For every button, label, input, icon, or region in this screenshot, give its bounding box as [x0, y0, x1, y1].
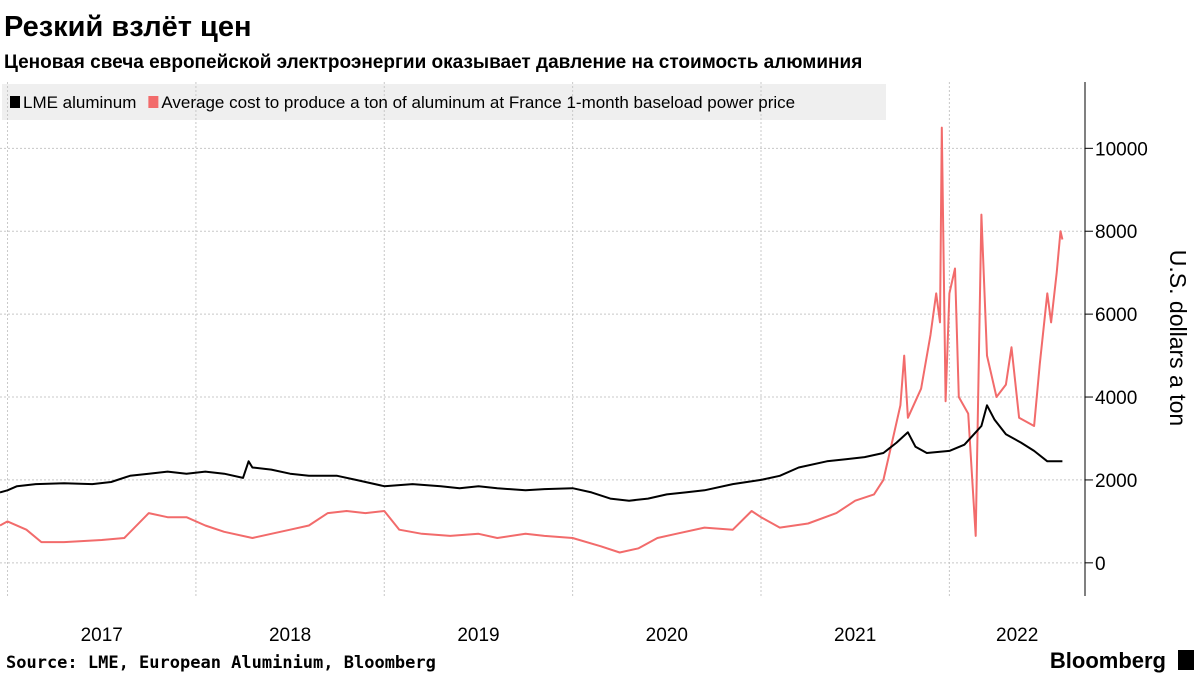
legend-label: Average cost to produce a ton of aluminu… — [161, 93, 795, 112]
legend-label: LME aluminum — [23, 93, 136, 112]
y-tick-label: 10000 — [1095, 139, 1148, 160]
x-tick-label: 2021 — [834, 625, 876, 646]
source: Source: LME, European Aluminium, Bloombe… — [6, 653, 436, 673]
x-tick-label: 2018 — [269, 625, 311, 646]
y-tick-label: 6000 — [1095, 305, 1137, 326]
chart-title: Резкий взлёт цен — [4, 11, 252, 43]
legend-swatch — [10, 96, 20, 108]
x-tick-label: 2017 — [81, 625, 123, 646]
y-axis-label: U.S. dollars a ton — [1165, 250, 1191, 426]
x-tick-label: 2020 — [646, 625, 688, 646]
x-tick-label: 2022 — [996, 625, 1038, 646]
y-tick-label: 0 — [1095, 554, 1106, 575]
x-tick-label: 2019 — [457, 625, 499, 646]
chart-subtitle: Ценовая свеча европейской электроэнергии… — [4, 52, 862, 73]
series-line — [0, 126, 1064, 554]
brand: Bloomberg — [1050, 648, 1166, 673]
series-line — [0, 404, 1063, 502]
brand-icon — [1178, 650, 1194, 670]
y-tick-label: 8000 — [1095, 222, 1137, 243]
y-tick-label: 4000 — [1095, 388, 1137, 409]
y-tick-label: 2000 — [1095, 471, 1137, 492]
legend-swatch — [148, 96, 159, 108]
